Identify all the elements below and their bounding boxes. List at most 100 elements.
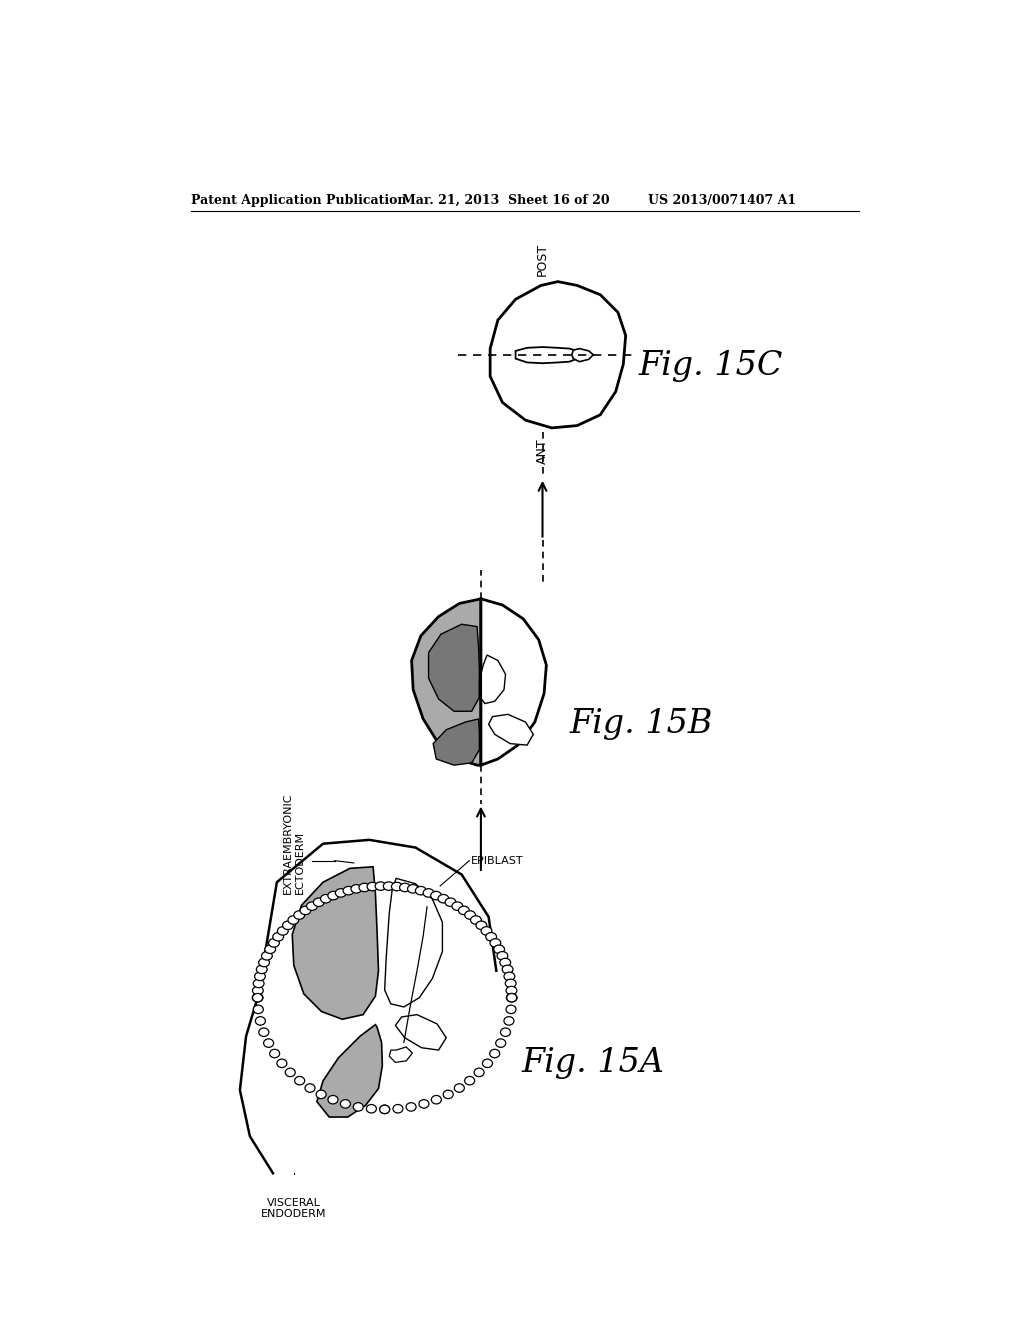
- Ellipse shape: [276, 1059, 287, 1068]
- Text: EPIBLAST: EPIBLAST: [471, 855, 523, 866]
- Polygon shape: [395, 1015, 446, 1051]
- Ellipse shape: [261, 952, 272, 960]
- Ellipse shape: [252, 994, 263, 1002]
- Ellipse shape: [482, 1059, 493, 1068]
- Ellipse shape: [253, 986, 263, 995]
- Ellipse shape: [359, 883, 370, 892]
- Ellipse shape: [393, 1105, 403, 1113]
- Ellipse shape: [399, 883, 411, 892]
- Ellipse shape: [423, 888, 434, 898]
- Text: Mar. 21, 2013  Sheet 16 of 20: Mar. 21, 2013 Sheet 16 of 20: [402, 194, 610, 207]
- Ellipse shape: [507, 994, 517, 1002]
- Ellipse shape: [481, 927, 492, 935]
- Ellipse shape: [367, 1105, 377, 1113]
- Ellipse shape: [455, 1084, 464, 1092]
- Polygon shape: [481, 599, 547, 766]
- Ellipse shape: [471, 916, 481, 924]
- Text: VISCERAL
ENDODERM: VISCERAL ENDODERM: [261, 1197, 327, 1220]
- Ellipse shape: [253, 994, 262, 1002]
- Ellipse shape: [506, 986, 517, 995]
- Ellipse shape: [506, 1005, 516, 1014]
- Ellipse shape: [286, 1068, 295, 1077]
- Ellipse shape: [321, 895, 332, 903]
- Ellipse shape: [313, 898, 325, 907]
- Polygon shape: [316, 1024, 382, 1117]
- Polygon shape: [412, 599, 481, 766]
- Ellipse shape: [278, 927, 288, 935]
- Ellipse shape: [504, 1016, 514, 1026]
- Ellipse shape: [443, 1090, 454, 1098]
- Polygon shape: [488, 714, 534, 744]
- Ellipse shape: [367, 882, 378, 891]
- Ellipse shape: [476, 921, 486, 929]
- Ellipse shape: [259, 958, 269, 966]
- Ellipse shape: [506, 994, 517, 1002]
- Ellipse shape: [269, 1049, 280, 1057]
- Ellipse shape: [259, 1028, 269, 1036]
- Ellipse shape: [253, 1005, 263, 1014]
- Ellipse shape: [431, 1096, 441, 1104]
- Ellipse shape: [351, 884, 361, 894]
- Ellipse shape: [502, 965, 513, 974]
- Ellipse shape: [474, 1068, 484, 1077]
- Ellipse shape: [328, 1096, 338, 1104]
- Text: Fig. 15C: Fig. 15C: [639, 350, 783, 383]
- Ellipse shape: [496, 1039, 506, 1047]
- Polygon shape: [389, 1047, 413, 1063]
- Ellipse shape: [408, 884, 419, 894]
- Ellipse shape: [419, 1100, 429, 1107]
- Polygon shape: [433, 719, 479, 766]
- Ellipse shape: [501, 1028, 511, 1036]
- Ellipse shape: [497, 952, 508, 960]
- Polygon shape: [292, 867, 379, 1019]
- Ellipse shape: [489, 1049, 500, 1057]
- Ellipse shape: [465, 1076, 475, 1085]
- Text: Fig. 15B: Fig. 15B: [569, 709, 713, 741]
- Ellipse shape: [445, 898, 456, 907]
- Ellipse shape: [504, 972, 515, 981]
- Ellipse shape: [489, 939, 501, 948]
- Ellipse shape: [407, 1102, 416, 1111]
- Ellipse shape: [263, 1039, 273, 1047]
- Ellipse shape: [255, 972, 265, 981]
- Ellipse shape: [256, 965, 267, 974]
- Ellipse shape: [316, 1090, 326, 1098]
- Ellipse shape: [380, 1105, 390, 1114]
- Ellipse shape: [391, 882, 402, 891]
- Ellipse shape: [459, 906, 469, 915]
- Ellipse shape: [343, 887, 354, 895]
- Polygon shape: [571, 348, 593, 362]
- Polygon shape: [385, 878, 442, 1007]
- Polygon shape: [429, 624, 479, 711]
- Ellipse shape: [375, 882, 386, 891]
- Ellipse shape: [431, 891, 441, 900]
- Ellipse shape: [500, 958, 511, 966]
- Ellipse shape: [272, 932, 284, 941]
- Ellipse shape: [380, 1105, 390, 1114]
- Text: EXTRAEMBRYONIC
ECTODERM: EXTRAEMBRYONIC ECTODERM: [283, 792, 304, 894]
- Polygon shape: [479, 655, 506, 704]
- Ellipse shape: [383, 882, 394, 891]
- Ellipse shape: [505, 979, 516, 987]
- Ellipse shape: [438, 895, 449, 903]
- Ellipse shape: [265, 945, 275, 953]
- Ellipse shape: [288, 916, 299, 924]
- Ellipse shape: [336, 888, 346, 898]
- Text: ANT: ANT: [536, 438, 549, 463]
- Ellipse shape: [328, 891, 339, 900]
- Ellipse shape: [268, 939, 280, 948]
- Ellipse shape: [295, 1076, 305, 1085]
- Text: Fig. 15A: Fig. 15A: [521, 1047, 665, 1080]
- Ellipse shape: [416, 887, 426, 895]
- Ellipse shape: [306, 902, 317, 911]
- Ellipse shape: [465, 911, 475, 919]
- Ellipse shape: [255, 1016, 265, 1026]
- Text: POST: POST: [536, 243, 549, 276]
- Text: Patent Application Publication: Patent Application Publication: [190, 194, 407, 207]
- Text: US 2013/0071407 A1: US 2013/0071407 A1: [648, 194, 796, 207]
- Ellipse shape: [253, 979, 264, 987]
- Polygon shape: [515, 347, 578, 363]
- Polygon shape: [490, 281, 626, 428]
- Ellipse shape: [283, 921, 293, 929]
- Ellipse shape: [452, 902, 463, 911]
